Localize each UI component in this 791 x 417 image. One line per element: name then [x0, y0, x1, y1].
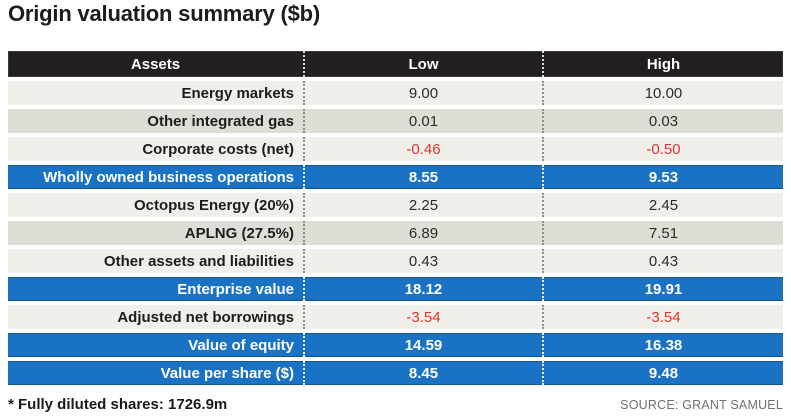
table-row-subtotal: Value of equity 14.59 16.38 — [8, 333, 783, 357]
row-high-value: 0.43 — [542, 249, 783, 273]
row-high-value: 9.48 — [542, 361, 783, 385]
column-header-low: Low — [303, 51, 542, 77]
footer: * Fully diluted shares: 1726.9m SOURCE: … — [8, 396, 783, 413]
table-row-subtotal: Wholly owned business operations 8.55 9.… — [8, 165, 783, 189]
table-row-subtotal: Enterprise value 18.12 19.91 — [8, 277, 783, 301]
row-label: Other integrated gas — [147, 112, 294, 130]
row-low-value: 0.43 — [303, 249, 542, 273]
row-high-value: 19.91 — [542, 277, 783, 301]
page-title: Origin valuation summary ($b) — [8, 1, 321, 26]
table-row-subtotal: Value per share ($) 8.45 9.48 — [8, 361, 783, 385]
row-high-value: -3.54 — [542, 305, 783, 329]
row-high-value: 10.00 — [542, 81, 783, 105]
table-row: Octopus Energy (20%) 2.25 2.45 — [8, 193, 783, 217]
column-header-high: High — [542, 51, 783, 77]
row-low-value: 6.89 — [303, 221, 542, 245]
table-row: Other assets and liabilities 0.43 0.43 — [8, 249, 783, 273]
row-low-value: 8.45 — [303, 361, 542, 385]
row-high-value: 2.45 — [542, 193, 783, 217]
row-label: APLNG (27.5%) — [184, 224, 294, 242]
row-high-value: 16.38 — [542, 333, 783, 357]
row-low-value: -0.46 — [303, 137, 542, 161]
row-label: Corporate costs (net) — [142, 140, 294, 158]
row-label: Adjusted net borrowings — [117, 308, 294, 326]
table-row: Adjusted net borrowings -3.54 -3.54 — [8, 305, 783, 329]
row-high-value: -0.50 — [542, 137, 783, 161]
table-header-row: Assets Low High — [8, 51, 783, 77]
row-low-value: 14.59 — [303, 333, 542, 357]
row-label: Enterprise value — [177, 280, 294, 298]
source-credit: SOURCE: GRANT SAMUEL — [620, 398, 783, 412]
valuation-table: Assets Low High Energy markets 9.00 10.0… — [8, 51, 783, 385]
table-row: Corporate costs (net) -0.46 -0.50 — [8, 137, 783, 161]
row-high-value: 9.53 — [542, 165, 783, 189]
row-high-value: 0.03 — [542, 109, 783, 133]
row-low-value: 0.01 — [303, 109, 542, 133]
row-low-value: -3.54 — [303, 305, 542, 329]
row-label: Value per share ($) — [160, 364, 294, 382]
footnote: * Fully diluted shares: 1726.9m — [8, 396, 228, 413]
row-label: Value of equity — [188, 336, 294, 354]
table-row: Other integrated gas 0.01 0.03 — [8, 109, 783, 133]
row-label: Energy markets — [181, 84, 294, 102]
row-label: Other assets and liabilities — [103, 252, 294, 270]
table-row: Energy markets 9.00 10.00 — [8, 81, 783, 105]
row-label: Wholly owned business operations — [43, 168, 294, 186]
row-low-value: 9.00 — [303, 81, 542, 105]
row-low-value: 2.25 — [303, 193, 542, 217]
table-row: APLNG (27.5%) 6.89 7.51 — [8, 221, 783, 245]
row-high-value: 7.51 — [542, 221, 783, 245]
row-low-value: 18.12 — [303, 277, 542, 301]
row-label: Octopus Energy (20%) — [133, 196, 294, 214]
column-header-assets: Assets — [130, 55, 181, 73]
row-low-value: 8.55 — [303, 165, 542, 189]
